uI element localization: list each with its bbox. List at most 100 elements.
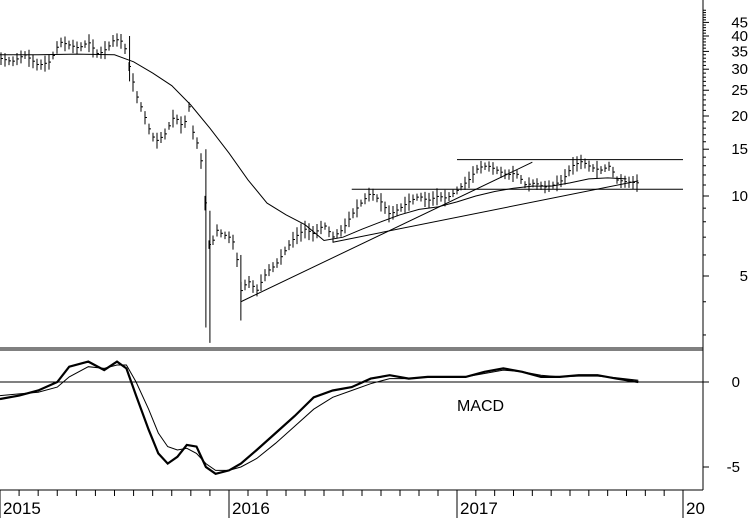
year-label: 20 bbox=[686, 499, 705, 518]
price-bar bbox=[352, 208, 355, 219]
price-tick-label: 20 bbox=[731, 108, 748, 125]
price-tick-label: 10 bbox=[731, 188, 748, 205]
price-bar bbox=[296, 227, 299, 245]
trendline bbox=[240, 161, 533, 303]
price-bar bbox=[84, 40, 87, 48]
price-bar bbox=[176, 114, 179, 125]
price-bar bbox=[596, 160, 599, 179]
price-bar bbox=[140, 102, 143, 112]
price-tick-label: 30 bbox=[731, 61, 748, 78]
price-bar bbox=[116, 33, 119, 47]
price-bar bbox=[372, 188, 375, 201]
price-bar bbox=[412, 194, 415, 205]
price-bar bbox=[464, 176, 467, 190]
price-bar bbox=[164, 128, 167, 140]
price-bar bbox=[520, 175, 523, 184]
price-bar bbox=[468, 171, 471, 189]
price-bar bbox=[276, 258, 279, 268]
price-bar bbox=[252, 280, 255, 293]
price-tick-label: 5 bbox=[740, 268, 748, 285]
price-bar bbox=[336, 229, 339, 239]
price-bar bbox=[40, 59, 43, 70]
price-bar bbox=[476, 164, 479, 174]
price-bar bbox=[620, 174, 623, 188]
price-bar bbox=[232, 234, 235, 250]
price-bar bbox=[576, 156, 579, 172]
price-bar bbox=[224, 231, 227, 240]
price-tick-label: 25 bbox=[731, 82, 748, 99]
price-bar bbox=[268, 264, 271, 277]
price-bar bbox=[256, 284, 259, 297]
price-bar bbox=[496, 166, 499, 175]
price-bar bbox=[328, 226, 331, 238]
price-bar bbox=[488, 161, 491, 172]
price-bar bbox=[304, 220, 307, 239]
price-bar bbox=[64, 36, 67, 52]
price-bar bbox=[400, 203, 403, 212]
price-bar bbox=[544, 180, 547, 194]
price-bar bbox=[340, 225, 343, 237]
price-bar bbox=[60, 37, 63, 48]
price-bar bbox=[272, 262, 275, 273]
year-label: 2016 bbox=[232, 499, 270, 518]
price-bar bbox=[4, 53, 7, 67]
signal-line bbox=[0, 364, 639, 471]
price-bar bbox=[380, 193, 383, 212]
price-bar bbox=[448, 192, 451, 202]
price-bar bbox=[388, 205, 391, 223]
price-bar bbox=[52, 51, 55, 60]
price-bar bbox=[112, 35, 115, 47]
price-bar bbox=[220, 229, 223, 238]
price-bar bbox=[192, 125, 195, 140]
price-bar bbox=[156, 132, 159, 149]
price-bar bbox=[436, 188, 439, 206]
price-bar bbox=[364, 193, 367, 205]
price-bar bbox=[28, 49, 31, 67]
price-bar bbox=[124, 43, 127, 54]
price-bar bbox=[396, 204, 399, 217]
price-bar bbox=[500, 166, 503, 178]
price-bar bbox=[100, 46, 103, 59]
moving-average-line bbox=[0, 53, 627, 242]
price-bar bbox=[20, 50, 23, 64]
price-panel bbox=[0, 33, 683, 343]
macd-annotation: MACD bbox=[457, 398, 504, 415]
price-bar bbox=[612, 166, 615, 178]
price-bar bbox=[56, 41, 59, 54]
price-bar bbox=[632, 176, 635, 190]
price-bar bbox=[48, 55, 51, 70]
price-bar bbox=[404, 196, 407, 213]
year-label: 2015 bbox=[3, 499, 41, 518]
macd-panel bbox=[0, 347, 703, 475]
price-bar bbox=[80, 42, 83, 52]
price-bar bbox=[12, 56, 15, 67]
price-bar bbox=[212, 235, 215, 246]
price-bar bbox=[284, 246, 287, 256]
price-bar bbox=[244, 279, 247, 291]
price-bar bbox=[432, 191, 435, 206]
price-bar bbox=[584, 158, 587, 169]
price-bar bbox=[360, 199, 363, 207]
price-bar bbox=[236, 252, 239, 268]
price-bar bbox=[484, 162, 487, 171]
price-bar bbox=[120, 34, 123, 49]
price-bar bbox=[472, 166, 475, 183]
price-bar bbox=[456, 186, 459, 195]
price-bar bbox=[348, 211, 351, 228]
price-bar bbox=[516, 170, 519, 179]
price-bar bbox=[228, 231, 231, 244]
price-bar bbox=[420, 192, 423, 202]
price-bar bbox=[604, 164, 607, 173]
price-bar bbox=[196, 137, 199, 149]
macd-tick-label: 0 bbox=[732, 374, 740, 391]
price-bar bbox=[264, 269, 267, 282]
price-bar bbox=[172, 109, 175, 128]
price-bar bbox=[568, 165, 571, 177]
price-bar bbox=[316, 223, 319, 239]
price-bar bbox=[248, 275, 251, 288]
price-bar bbox=[160, 132, 163, 144]
price-bar bbox=[0, 52, 3, 65]
price-bar bbox=[96, 49, 99, 58]
price-bar bbox=[200, 153, 203, 169]
